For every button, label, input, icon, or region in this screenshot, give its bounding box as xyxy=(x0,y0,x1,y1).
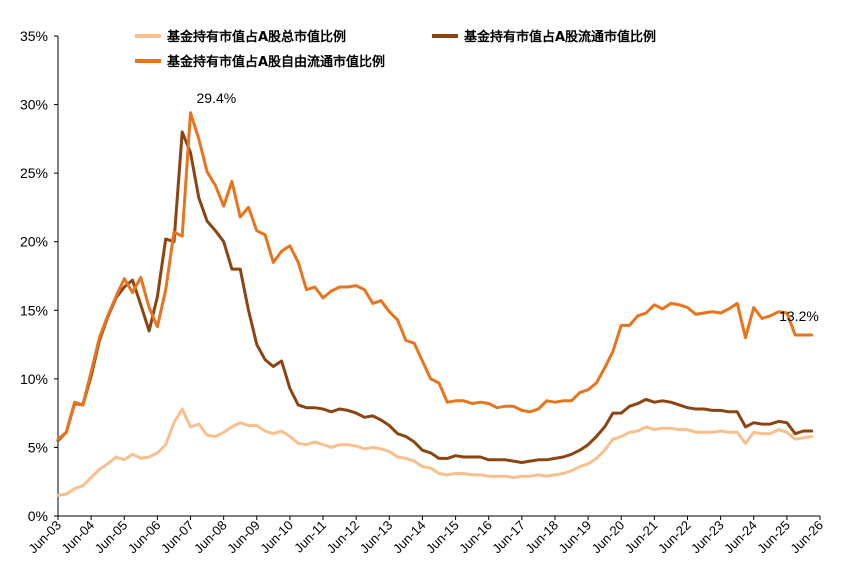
x-tick-label: Jun-16 xyxy=(456,518,495,557)
series-line-total xyxy=(56,407,814,497)
x-tick-label: Jun-08 xyxy=(191,518,230,557)
legend-item-free-float: 基金持有市值占A股自由流通市值比例 xyxy=(135,51,385,70)
y-tick-label: 35% xyxy=(20,28,48,44)
x-tick-label: Jun-15 xyxy=(423,518,462,557)
legend-swatch-total xyxy=(135,33,161,38)
x-tick-label: Jun-05 xyxy=(92,518,131,557)
x-tick-label: Jun-19 xyxy=(555,518,594,557)
x-tick-label: Jun-04 xyxy=(59,518,98,557)
x-tick-label: Jun-20 xyxy=(589,518,628,557)
y-tick-label: 25% xyxy=(20,165,48,181)
legend-label-free-float: 基金持有市值占A股自由流通市值比例 xyxy=(167,55,386,70)
x-tick-label: Jun-13 xyxy=(357,518,396,557)
x-tick-label: Jun-23 xyxy=(688,518,727,557)
series-line-float xyxy=(56,130,814,464)
y-tick-label: 5% xyxy=(28,439,48,455)
y-tick-label: 15% xyxy=(20,302,48,318)
x-tick-label: Jun-17 xyxy=(489,518,528,557)
y-tick-label: 20% xyxy=(20,234,48,250)
x-tick-label: Jun-21 xyxy=(622,518,661,557)
legend-item-float: 基金持有市值占A股流通市值比例 xyxy=(432,26,656,45)
series-line-free-float xyxy=(56,111,814,441)
x-tick-label: Jun-10 xyxy=(257,518,296,557)
x-tick-label: Jun-24 xyxy=(721,518,760,557)
axes: 0%5%10%15%20%25%30%35%Jun-03Jun-04Jun-05… xyxy=(20,28,826,556)
y-tick-label: 10% xyxy=(20,371,48,387)
x-tick-label: Jun-22 xyxy=(655,518,694,557)
x-tick-label: Jun-06 xyxy=(125,518,164,557)
x-tick-label: Jun-12 xyxy=(324,518,363,557)
x-tick-label: Jun-26 xyxy=(787,518,826,557)
legend-label-float: 基金持有市值占A股流通市值比例 xyxy=(464,30,657,45)
legend-swatch-free-float xyxy=(135,58,161,63)
legend-swatch-float xyxy=(432,33,458,38)
x-tick-label: Jun-18 xyxy=(522,518,561,557)
x-tick-label: Jun-09 xyxy=(224,518,263,557)
annotation-latest: 13.2% xyxy=(779,308,819,324)
series-group xyxy=(56,111,814,497)
legend-label-total: 基金持有市值占A股总市值比例 xyxy=(167,30,347,45)
x-tick-label: Jun-25 xyxy=(754,518,793,557)
annotation-group: 29.4% 13.2% xyxy=(197,90,819,324)
x-tick-label: Jun-11 xyxy=(291,518,329,556)
legend-item-total: 基金持有市值占A股总市值比例 xyxy=(135,26,346,45)
annotation-peak: 29.4% xyxy=(197,90,237,106)
x-tick-label: Jun-07 xyxy=(158,518,197,557)
y-tick-label: 0% xyxy=(28,508,48,524)
x-tick-label: Jun-14 xyxy=(390,518,429,557)
y-tick-label: 30% xyxy=(20,97,48,113)
